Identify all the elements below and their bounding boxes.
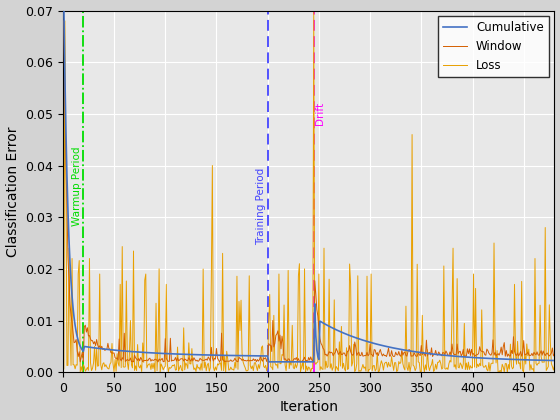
Window [77,360,83,365]
Loss [361,366,367,371]
Cumulative [551,358,558,363]
Cumulative [507,357,514,362]
Line: Window: Window [64,21,554,362]
Loss [268,365,275,370]
Line: Loss: Loss [64,10,554,372]
Window [360,354,366,359]
Window [551,351,558,356]
Window [60,18,67,24]
Window [336,351,343,356]
Loss [551,363,558,368]
Loss [152,370,158,375]
Loss [337,364,344,369]
Text: Training Period: Training Period [256,168,266,245]
Cumulative [60,3,67,8]
Window [507,353,514,358]
Window [422,354,429,359]
Text: Drift: Drift [315,102,325,126]
Loss [508,363,515,368]
Loss [214,361,221,366]
Loss [423,368,430,373]
Loss [310,8,317,13]
Cumulative [336,329,343,334]
Text: Warmup Period: Warmup Period [72,147,82,226]
Cumulative [422,351,429,356]
Cumulative [268,360,275,365]
Y-axis label: Classification Error: Classification Error [6,126,20,257]
Cumulative [265,360,272,365]
Cumulative [360,338,366,343]
X-axis label: Iteration: Iteration [279,400,338,415]
Window [268,349,275,354]
Line: Cumulative: Cumulative [64,5,554,362]
Window [214,356,221,361]
Legend: Cumulative, Window, Loss: Cumulative, Window, Loss [438,16,549,77]
Loss [60,366,67,371]
Cumulative [213,353,220,358]
